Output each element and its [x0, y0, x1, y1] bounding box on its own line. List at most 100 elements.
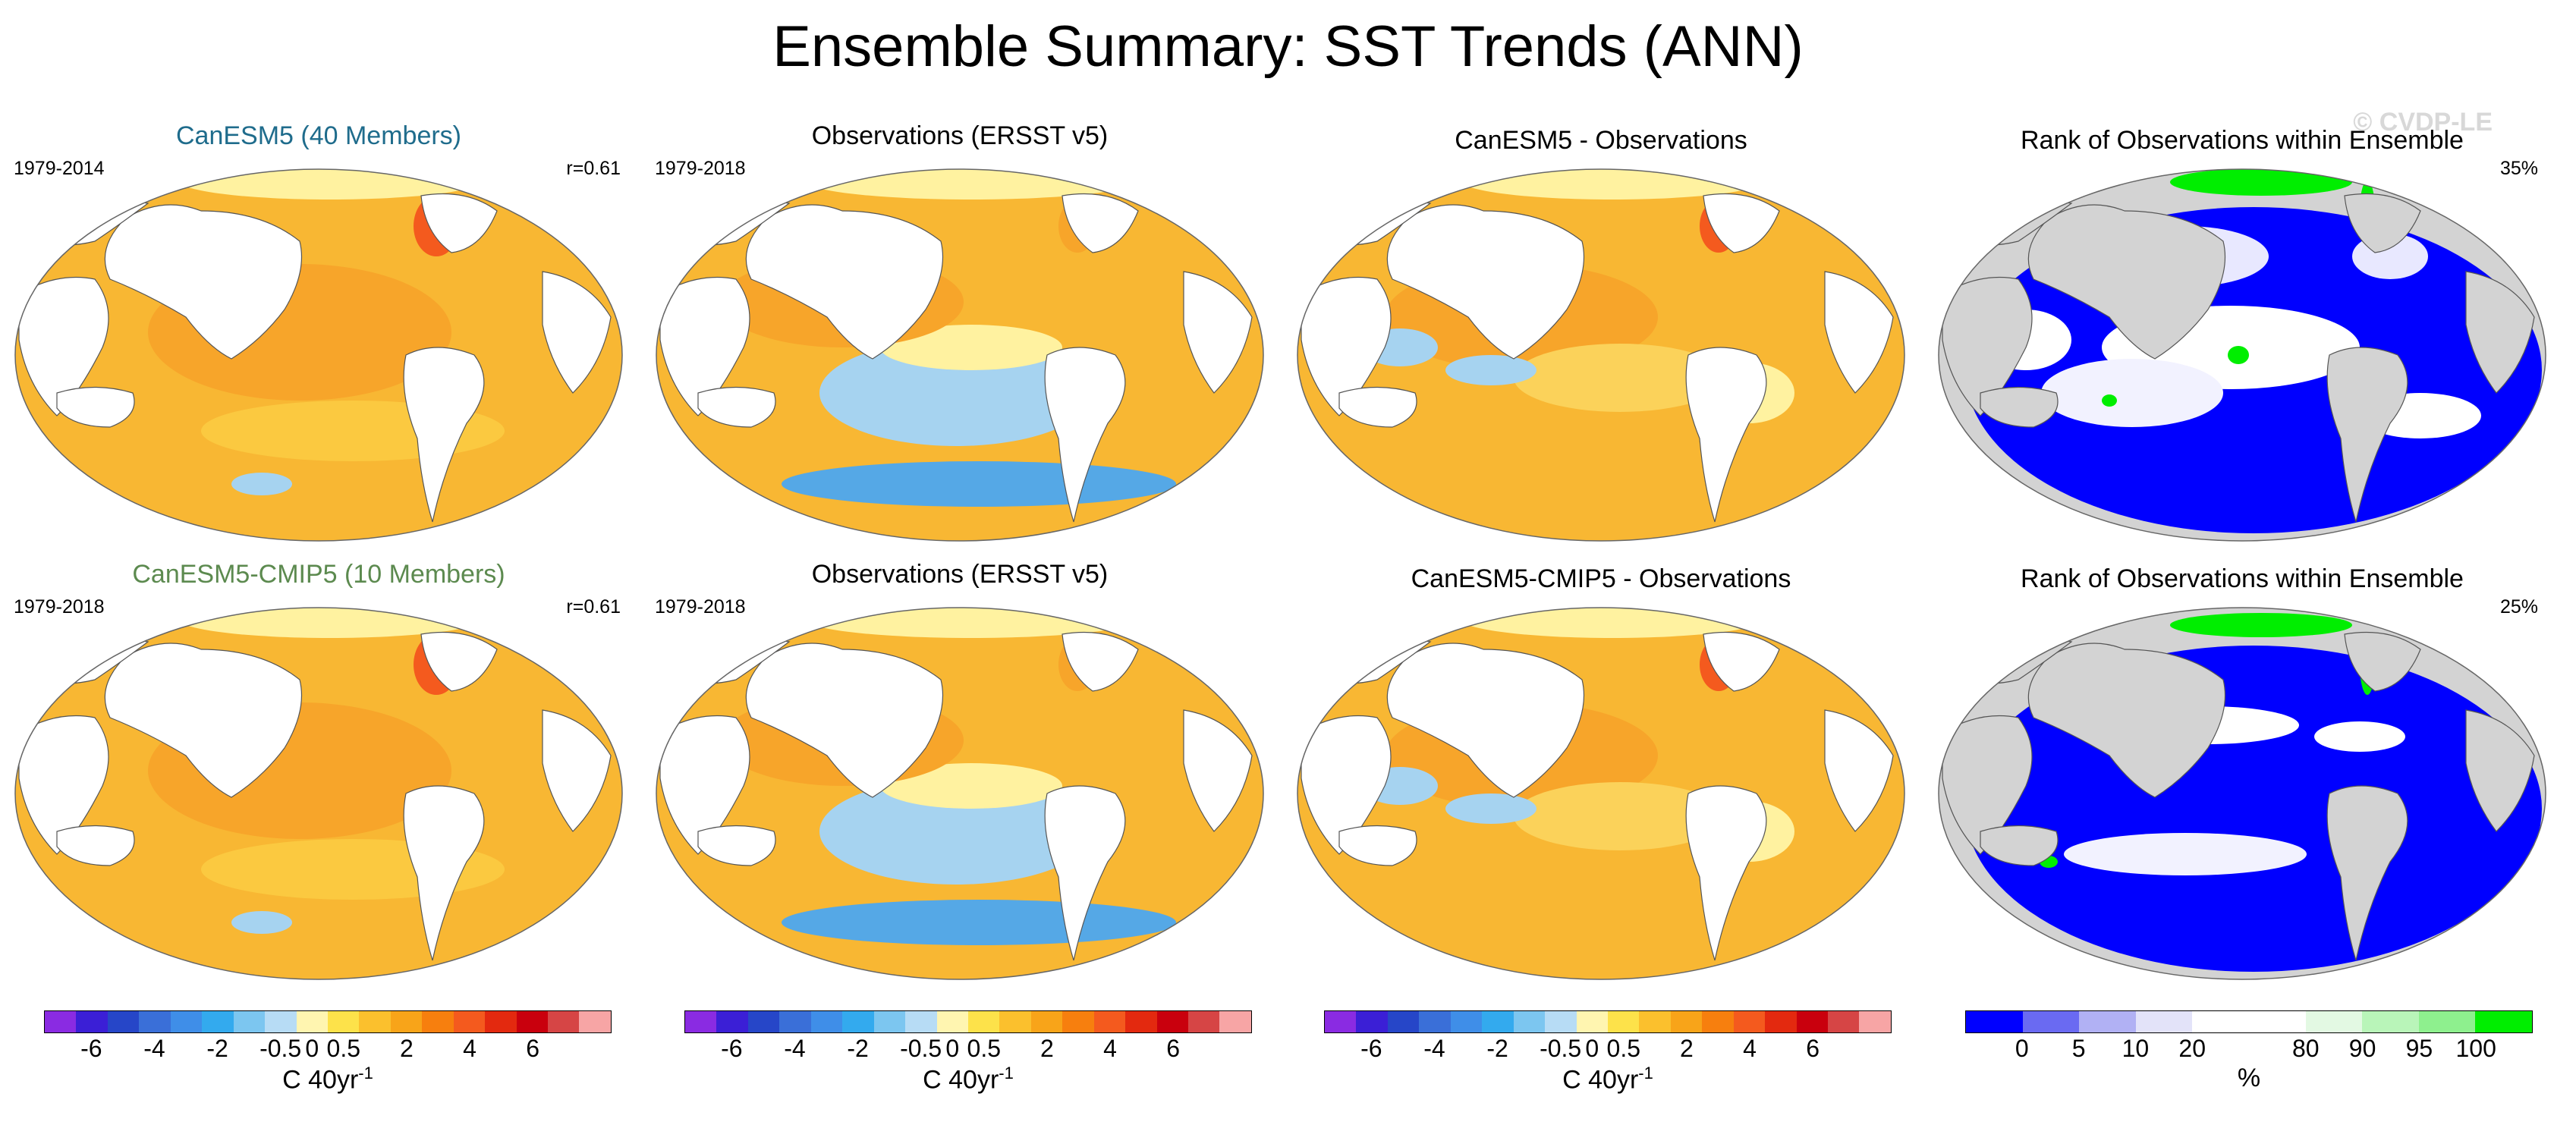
colorbar-tick-label: 100	[2455, 1035, 2496, 1062]
landmass	[420, 631, 498, 692]
landmass	[1301, 276, 1392, 416]
colorbar-swatch	[1188, 1011, 1220, 1032]
map-boundary	[1297, 607, 1905, 980]
landmass	[403, 785, 485, 961]
panel-period: 1979-2018	[14, 596, 105, 617]
figure-title: Ensemble Summary: SST Trends (ANN)	[772, 14, 1804, 79]
map-boundary	[1938, 607, 2546, 980]
landmass	[18, 276, 109, 416]
map-boundary	[656, 168, 1264, 542]
colorbar-swatch	[579, 1011, 611, 1032]
landmass	[1183, 709, 1253, 832]
colorbar-tick-label: 4	[1743, 1035, 1757, 1062]
colorbar-tick-label: 2	[1679, 1035, 1694, 1062]
landmass	[1183, 271, 1253, 394]
sst-anomaly-region	[1514, 782, 1726, 850]
sst-trend-map	[656, 168, 1264, 542]
panel-title: Observations (ERSST v5)	[811, 560, 1109, 589]
panel-title: Rank of Observations within Ensemble	[2021, 564, 2464, 593]
colorbar-tick-label: -4	[143, 1035, 165, 1062]
map-boundary	[1938, 168, 2546, 542]
colorbar-swatch	[45, 1011, 77, 1032]
sst-anomaly-region	[819, 340, 1093, 446]
sst-anomaly-region	[782, 900, 1176, 945]
landmass	[2326, 347, 2408, 523]
colorbar-tick-label: -2	[1486, 1035, 1508, 1062]
sst-anomaly-region	[231, 911, 292, 934]
map-boundary	[656, 607, 1264, 980]
landmass	[1980, 825, 2059, 866]
panel-title: Rank of Observations within Ensemble	[2021, 126, 2464, 155]
sst-anomaly-region	[231, 473, 292, 495]
landmass	[56, 825, 135, 866]
landmass	[420, 193, 498, 253]
colorbar-swatch	[107, 1011, 140, 1032]
landmass	[697, 386, 776, 428]
landmass	[1685, 785, 1767, 961]
colorbar-swatch	[1030, 1011, 1063, 1032]
colorbar-units: C 40yr-1	[282, 1064, 373, 1095]
map-boundary	[14, 607, 623, 980]
landmass	[2326, 785, 2408, 961]
colorbar-swatch	[810, 1011, 843, 1032]
panel-correlation: r=0.61	[566, 158, 621, 179]
colorbar-tick-label: -6	[721, 1035, 743, 1062]
landmass	[697, 825, 776, 866]
landmass	[2344, 631, 2421, 692]
colorbar-swatch	[1966, 1011, 2023, 1032]
colorbar-swatch	[1125, 1011, 1157, 1032]
colorbar-swatch	[779, 1011, 811, 1032]
colorbar-swatch	[1325, 1011, 1357, 1032]
colorbar-swatch	[1419, 1011, 1451, 1032]
colorbar-swatch	[516, 1011, 548, 1032]
colorbar-swatch	[2248, 1011, 2306, 1032]
colorbar-tick-label: -4	[1423, 1035, 1445, 1062]
rank-high-region	[2228, 346, 2249, 364]
colorbar-swatch	[139, 1011, 171, 1032]
colorbar-swatch	[2135, 1011, 2193, 1032]
landmass	[1338, 386, 1417, 428]
colorbar-swatch	[1482, 1011, 1514, 1032]
landmass	[403, 347, 485, 523]
colorbar-tick-label: 80	[2292, 1035, 2320, 1062]
colorbar-units: C 40yr-1	[1562, 1064, 1653, 1095]
sst-anomaly-region	[1514, 344, 1726, 412]
panel-correlation: r=0.61	[566, 596, 621, 617]
sst-colorbar	[1324, 1010, 1892, 1033]
panel-title: CanESM5 - Observations	[1455, 126, 1747, 155]
landmass	[542, 709, 612, 832]
colorbar-swatch	[842, 1011, 874, 1032]
colorbar-swatch	[936, 1011, 968, 1032]
colorbar-tick-label: 0	[1585, 1035, 1599, 1062]
sst-anomaly-region	[1404, 173, 1457, 196]
landmass	[1301, 715, 1392, 855]
landmass	[1942, 276, 2033, 416]
panel-title: CanESM5-CMIP5 (10 Members)	[132, 560, 505, 589]
colorbar-tick-label: 2	[399, 1035, 414, 1062]
landmass	[2465, 271, 2535, 394]
colorbar-swatch	[967, 1011, 1000, 1032]
colorbar-swatch	[1093, 1011, 1126, 1032]
colorbar-tick-label: 6	[1806, 1035, 1820, 1062]
panel-title: CanESM5 (40 Members)	[175, 121, 461, 150]
colorbar-tick-label: 0.5	[967, 1035, 1002, 1062]
landmass	[1942, 715, 2033, 855]
sst-anomaly-region	[819, 778, 1093, 885]
colorbar-swatch	[1156, 1011, 1188, 1032]
colorbar-tick-label: 0	[945, 1035, 960, 1062]
colorbar-tick-label: -0.5	[900, 1035, 942, 1062]
sst-anomaly-region	[759, 169, 819, 194]
landmass	[1703, 631, 1780, 692]
colorbar-tick-label: 0	[2015, 1035, 2029, 1062]
sst-trend-map	[656, 607, 1264, 980]
colorbar-units: C 40yr-1	[923, 1064, 1014, 1095]
colorbar-tick-label: -2	[847, 1035, 869, 1062]
rank-percentile-region	[2041, 359, 2223, 427]
panel-title: Observations (ERSST v5)	[811, 121, 1109, 150]
sst-trend-map	[14, 607, 623, 980]
landmass	[1824, 271, 1894, 394]
colorbar-swatch	[233, 1011, 266, 1032]
colorbar-swatch	[1670, 1011, 1703, 1032]
watermark: © CVDP-LE	[2353, 108, 2493, 137]
colorbar-swatch	[1576, 1011, 1608, 1032]
